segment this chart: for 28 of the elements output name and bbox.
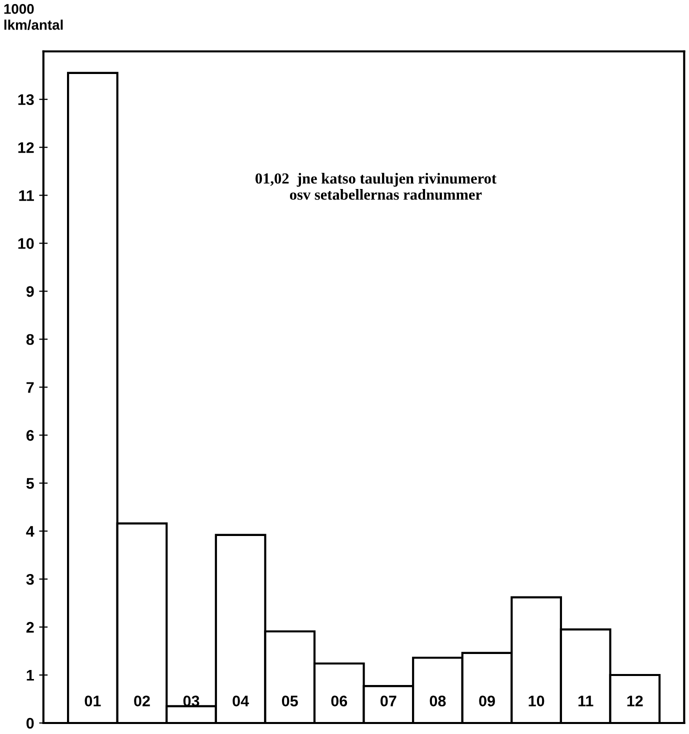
- x-tick-label: 06: [331, 696, 348, 706]
- x-tick-label: 05: [282, 696, 298, 706]
- x-tick-label: 10: [528, 696, 544, 706]
- x-tick-label: 02: [134, 696, 150, 706]
- y-tick-label: 2: [26, 622, 34, 633]
- y-tick-label: 10: [18, 238, 34, 249]
- y-tick-label: 0: [26, 718, 34, 729]
- y-tick-label: 4: [26, 526, 34, 537]
- y-tick-label: 9: [26, 286, 34, 297]
- y-tick-label: 7: [26, 382, 34, 393]
- y-axis-title: 1000 lkm/antal: [4, 4, 63, 30]
- x-tick-label: 04: [232, 696, 249, 706]
- annotation: osv setabellernas radnummer: [290, 189, 482, 200]
- y-tick-label: 5: [26, 478, 34, 489]
- y-tick-label: 3: [26, 574, 34, 585]
- x-tick-label: 09: [479, 696, 495, 706]
- x-tick-label: 12: [627, 696, 643, 706]
- y-tick-label: 12: [18, 142, 34, 153]
- y-tick-label: 13: [18, 94, 34, 106]
- y-tick-label: 6: [26, 430, 34, 441]
- annotation: 01,02 jne katso taulujen rivinumerot: [256, 172, 496, 187]
- y-tick-label: 11: [19, 190, 34, 201]
- y-tick-label: 8: [26, 334, 34, 345]
- x-tick-label: 01: [84, 696, 101, 706]
- x-tick-label: 08: [430, 696, 446, 706]
- x-tick-label: 11: [578, 696, 594, 706]
- x-tick-label: 07: [380, 696, 396, 706]
- y-tick-label: 1: [26, 670, 34, 681]
